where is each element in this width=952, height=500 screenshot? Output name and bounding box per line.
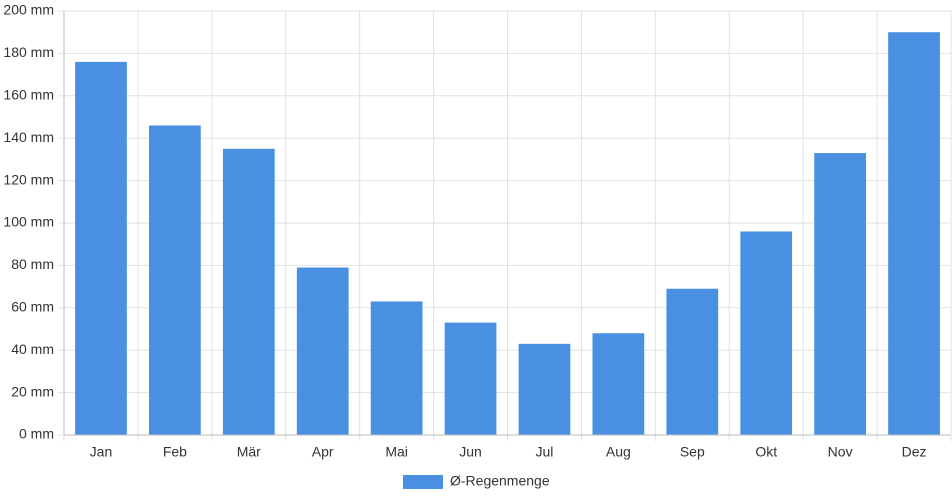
- bar: [222, 148, 275, 436]
- y-tick-label: 120 mm: [3, 171, 54, 187]
- x-tick-label: Jul: [536, 444, 554, 460]
- x-tick-label: Jan: [90, 444, 113, 460]
- x-tick-label: Jun: [459, 444, 482, 460]
- bar: [149, 125, 201, 435]
- y-tick-label: 0 mm: [19, 426, 54, 442]
- bar: [370, 301, 423, 435]
- x-tick-label: Mai: [385, 444, 408, 460]
- y-tick-label: 100 mm: [3, 214, 54, 230]
- bar: [518, 343, 571, 435]
- y-tick-label: 180 mm: [3, 44, 54, 60]
- bar: [75, 61, 127, 435]
- x-tick-label: Mär: [237, 444, 261, 460]
- x-tick-label: Nov: [828, 444, 853, 460]
- x-tick-label: Okt: [755, 444, 777, 460]
- bar: [444, 322, 497, 435]
- y-tick-label: 40 mm: [11, 341, 54, 357]
- bar: [888, 32, 940, 435]
- x-tick-label: Dez: [902, 444, 927, 460]
- bar: [296, 267, 349, 435]
- legend-swatch: [403, 475, 443, 489]
- y-tick-label: 140 mm: [3, 129, 54, 145]
- bar: [666, 288, 719, 435]
- legend-label: Ø-Regenmenge: [450, 473, 550, 489]
- x-tick-label: Aug: [606, 444, 631, 460]
- y-tick-label: 160 mm: [3, 87, 54, 103]
- x-tick-label: Apr: [312, 444, 334, 460]
- y-tick-label: 200 mm: [3, 2, 54, 18]
- bar: [592, 333, 645, 435]
- bar: [814, 153, 866, 436]
- bar: [740, 231, 793, 435]
- y-tick-label: 60 mm: [11, 299, 54, 315]
- y-tick-label: 80 mm: [11, 256, 54, 272]
- y-tick-label: 20 mm: [11, 383, 54, 399]
- x-tick-label: Feb: [163, 444, 187, 460]
- x-tick-label: Sep: [680, 444, 705, 460]
